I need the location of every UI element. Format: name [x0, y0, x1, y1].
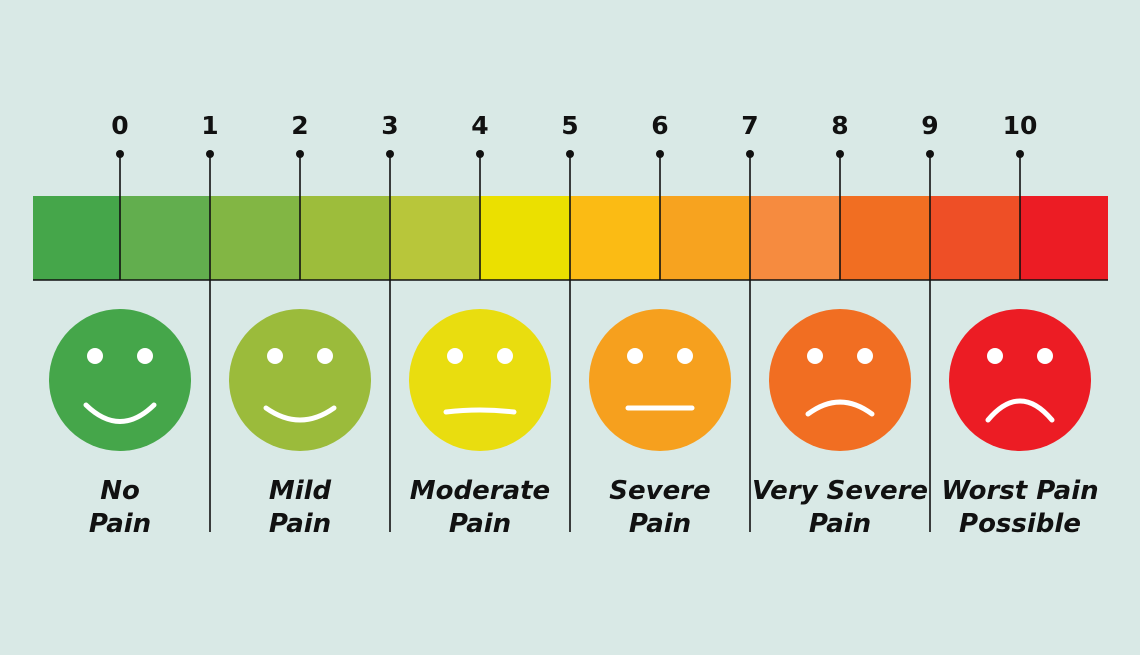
scale-number: 5: [561, 111, 578, 140]
bar-segment: [840, 196, 931, 280]
bar-segment: [300, 196, 391, 280]
scale-number: 2: [291, 111, 308, 140]
face-label: Pain: [89, 509, 151, 539]
bar-segment: [750, 196, 841, 280]
face-label: Pain: [629, 509, 691, 539]
face-label: Mild: [269, 476, 332, 506]
face-label: Pain: [809, 509, 871, 539]
mouth: [443, 407, 517, 415]
face-circle: [229, 309, 371, 451]
scale-number: 9: [921, 111, 938, 140]
scale-number: 0: [111, 111, 128, 140]
face-label: Pain: [449, 509, 511, 539]
scale-number: 6: [651, 111, 668, 140]
face-circle: [589, 309, 731, 451]
eye: [807, 348, 823, 364]
face: [409, 309, 551, 451]
eye: [267, 348, 283, 364]
bar-segment: [33, 196, 121, 280]
scale-number: 10: [1003, 111, 1038, 140]
face: [769, 309, 911, 451]
eye: [497, 348, 513, 364]
eye: [137, 348, 153, 364]
face-label: Pain: [269, 509, 331, 539]
eye: [857, 348, 873, 364]
face: [949, 309, 1091, 451]
eye: [987, 348, 1003, 364]
face-label: Possible: [959, 509, 1081, 539]
face: [49, 309, 191, 451]
eye: [627, 348, 643, 364]
face-circle: [769, 309, 911, 451]
face-label: No: [100, 476, 140, 506]
face-label: Very Severe: [752, 476, 928, 506]
eye: [317, 348, 333, 364]
bar-segment: [660, 196, 751, 280]
bar-segment: [930, 196, 1021, 280]
bar-segment: [120, 196, 211, 280]
face-circle: [409, 309, 551, 451]
mouth: [83, 402, 157, 424]
bar-segment: [390, 196, 481, 280]
scale-number: 7: [741, 111, 758, 140]
face-circle: [49, 309, 191, 451]
face: [589, 309, 731, 451]
color-bar: [33, 196, 1108, 280]
scale-number: 4: [471, 111, 488, 140]
eye: [447, 348, 463, 364]
scale-number: 3: [381, 111, 398, 140]
face-label: Moderate: [410, 476, 550, 506]
mouth: [805, 399, 875, 417]
face-label: Severe: [609, 476, 710, 506]
face-circle: [949, 309, 1091, 451]
bar-segment: [1020, 196, 1108, 280]
mouth: [985, 398, 1055, 423]
face: [229, 309, 371, 451]
mouth: [263, 405, 337, 423]
scale-number: 1: [201, 111, 218, 140]
eye: [1037, 348, 1053, 364]
bar-segment: [480, 196, 571, 280]
scale-number: 8: [831, 111, 848, 140]
face-label: Worst Pain: [941, 476, 1098, 506]
bar-segment: [210, 196, 301, 280]
bar-segment: [570, 196, 661, 280]
eye: [87, 348, 103, 364]
eye: [677, 348, 693, 364]
